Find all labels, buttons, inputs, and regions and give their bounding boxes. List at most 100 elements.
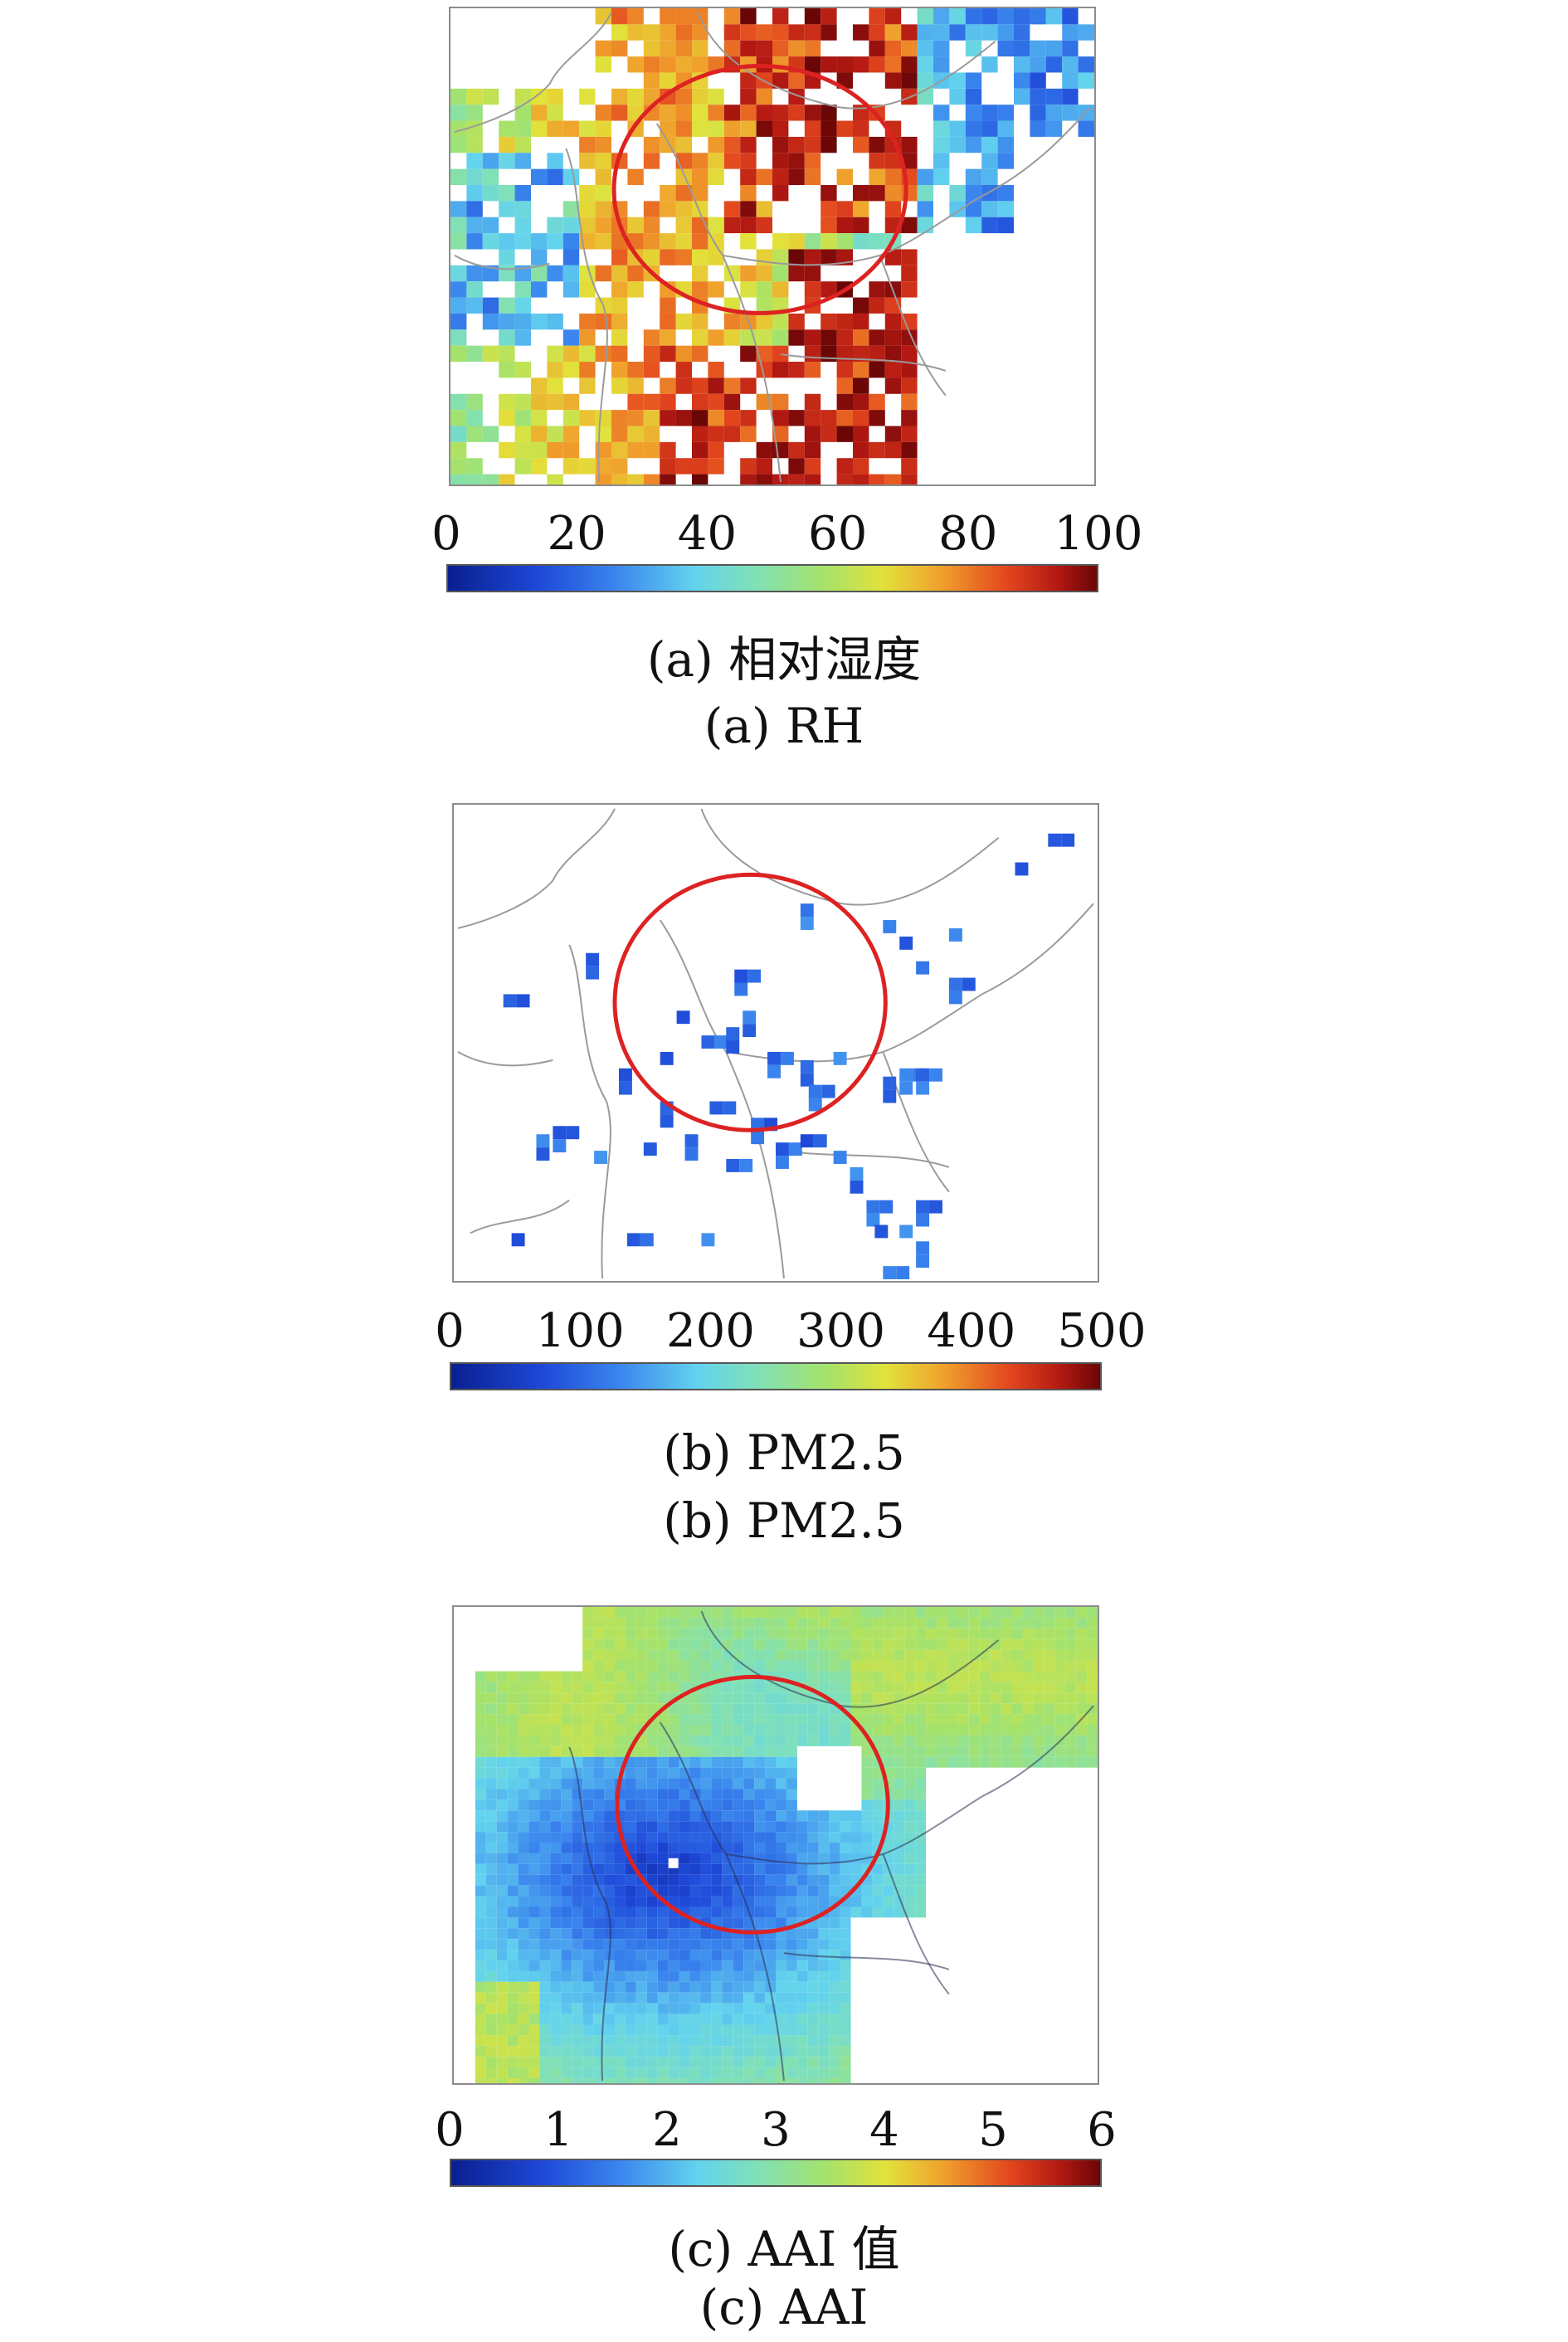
grid-cell bbox=[657, 1863, 669, 1875]
grid-cell bbox=[646, 1874, 658, 1886]
grid-cell bbox=[937, 1607, 947, 1618]
grid-cell bbox=[582, 1671, 594, 1682]
grid-cell bbox=[807, 1874, 819, 1886]
grid-cell bbox=[788, 1142, 802, 1156]
grid-cell bbox=[625, 2035, 636, 2047]
grid-cell bbox=[643, 153, 660, 169]
grid-cell bbox=[818, 1607, 830, 1618]
grid-cell bbox=[840, 1821, 851, 1833]
grid-cell bbox=[625, 1789, 636, 1800]
grid-cell bbox=[733, 2035, 744, 2047]
grid-cell bbox=[507, 2067, 519, 2079]
grid-cell bbox=[475, 1885, 486, 1896]
grid-cell bbox=[657, 1874, 669, 1886]
grid-cell bbox=[840, 1628, 851, 1639]
grid-cell bbox=[818, 2067, 830, 2079]
grid-cell bbox=[840, 1735, 851, 1746]
grid-cell bbox=[660, 233, 676, 250]
grid-cell bbox=[872, 1671, 884, 1682]
grid-cell bbox=[595, 136, 611, 153]
grid-cell bbox=[561, 1821, 572, 1833]
grid-cell bbox=[740, 281, 757, 298]
grid-cell bbox=[836, 393, 853, 411]
grid-cell bbox=[937, 1735, 947, 1746]
grid-cell bbox=[947, 1703, 958, 1715]
grid-cell bbox=[572, 1874, 583, 1886]
grid-cell bbox=[1087, 1725, 1098, 1736]
grid-cell bbox=[561, 1863, 572, 1875]
grid-cell bbox=[786, 1863, 797, 1875]
grid-cell bbox=[776, 1789, 786, 1800]
grid-cell bbox=[917, 8, 933, 25]
grid-cell bbox=[853, 56, 869, 73]
grid-cell bbox=[723, 136, 741, 153]
grid-cell bbox=[740, 40, 757, 57]
grid-cell bbox=[786, 1896, 797, 1907]
grid-cell bbox=[528, 1896, 540, 1907]
grid-cell bbox=[818, 2013, 830, 2025]
grid-cell bbox=[788, 72, 805, 89]
grid-cell bbox=[595, 233, 611, 250]
grid-cell bbox=[615, 1660, 626, 1672]
grid-cell bbox=[595, 105, 611, 121]
grid-cell bbox=[765, 2057, 776, 2068]
grid-cell bbox=[754, 1714, 766, 1726]
grid-cell bbox=[657, 1649, 669, 1661]
grid-cell bbox=[786, 1799, 797, 1811]
grid-cell bbox=[818, 1628, 830, 1639]
grid-cell bbox=[740, 345, 757, 363]
grid-cell bbox=[692, 120, 709, 137]
grid-cell bbox=[915, 1714, 927, 1726]
grid-cell bbox=[733, 2057, 744, 2068]
grid-cell bbox=[635, 1970, 647, 1982]
grid-cell bbox=[528, 1703, 540, 1715]
grid-cell bbox=[872, 1906, 884, 1918]
grid-cell bbox=[733, 1917, 744, 1929]
grid-cell bbox=[901, 56, 918, 73]
grid-cell bbox=[850, 1671, 862, 1682]
grid-cell bbox=[1022, 1703, 1034, 1715]
grid-cell bbox=[937, 1682, 947, 1693]
grid-cell bbox=[733, 1682, 744, 1693]
grid-cell bbox=[743, 1960, 755, 1971]
grid-cell bbox=[611, 40, 628, 57]
grid-cell bbox=[850, 1692, 862, 1704]
grid-cell bbox=[821, 8, 837, 25]
grid-cell bbox=[853, 474, 869, 484]
grid-cell bbox=[1011, 1714, 1023, 1726]
grid-cell bbox=[582, 1628, 594, 1639]
grid-cell bbox=[615, 1896, 626, 1907]
grid-cell bbox=[807, 1617, 819, 1629]
grid-cell bbox=[840, 1810, 851, 1822]
grid-cell bbox=[466, 458, 483, 475]
grid-cell bbox=[539, 1970, 551, 1982]
grid-cell bbox=[949, 88, 966, 105]
grid-cell bbox=[722, 1746, 733, 1757]
grid-cell bbox=[514, 297, 531, 314]
grid-cell bbox=[776, 1992, 786, 2004]
grid-cell bbox=[754, 1970, 766, 1982]
grid-cell bbox=[840, 1992, 851, 2004]
grid-cell bbox=[496, 1885, 508, 1896]
grid-cell bbox=[700, 1660, 712, 1672]
grid-cell bbox=[466, 88, 483, 105]
grid-cell bbox=[646, 1682, 658, 1693]
grid-cell bbox=[850, 1638, 862, 1650]
grid-cell bbox=[979, 1607, 991, 1618]
grid-cell bbox=[604, 1756, 615, 1768]
grid-cell bbox=[740, 168, 757, 186]
grid-cell bbox=[692, 458, 709, 475]
grid-cell bbox=[550, 1746, 562, 1757]
grid-cell bbox=[582, 2067, 594, 2079]
grid-cell bbox=[700, 2067, 712, 2079]
grid-cell bbox=[627, 265, 644, 282]
grid-cell bbox=[788, 153, 805, 169]
grid-cell bbox=[947, 1660, 958, 1672]
grid-cell bbox=[689, 1874, 701, 1886]
grid-cell bbox=[531, 281, 548, 298]
grid-cell bbox=[829, 1885, 840, 1896]
grid-cell bbox=[1076, 1660, 1088, 1672]
grid-cell bbox=[915, 1778, 927, 1789]
grid-cell bbox=[850, 1810, 862, 1822]
grid-cell bbox=[754, 1638, 766, 1650]
